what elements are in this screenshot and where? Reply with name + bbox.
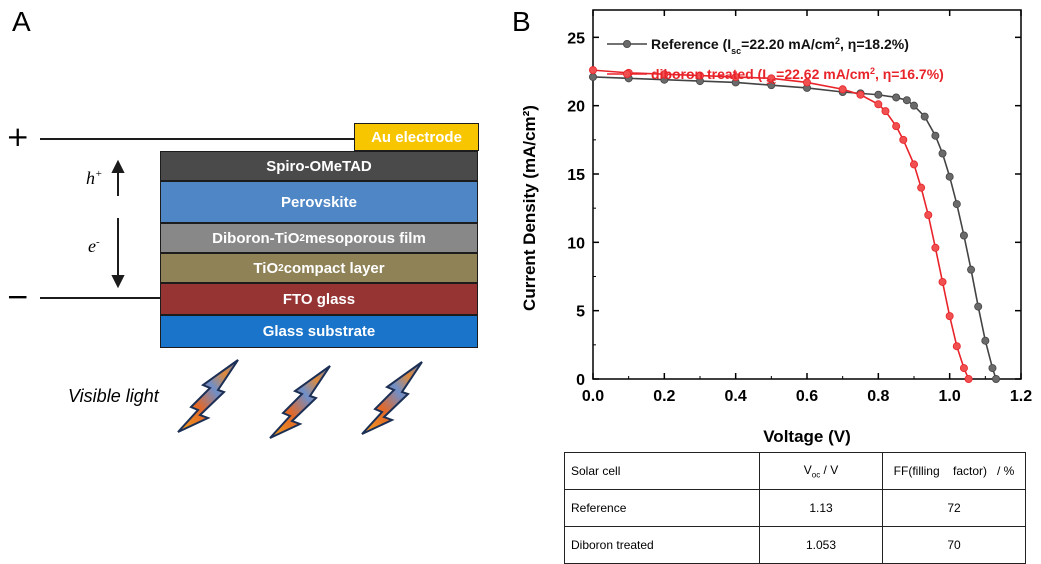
panel-a-label: A — [12, 6, 31, 37]
table-row: Diboron treated 1.053 70 — [564, 526, 1026, 564]
data-point — [981, 336, 990, 345]
data-point — [909, 101, 918, 110]
data-point — [838, 85, 847, 94]
data-point — [881, 107, 890, 116]
series-0 — [589, 72, 1001, 383]
electron-label: e- — [88, 236, 100, 256]
layer-mesoporous-film: Diboron-TiO 2 mesoporous film — [160, 223, 478, 253]
series-1 — [589, 66, 973, 383]
data-point — [931, 243, 940, 252]
x-tick-label: 0.8 — [867, 388, 889, 405]
y-tick-label: 5 — [576, 304, 585, 321]
row-name: Reference — [564, 489, 760, 527]
electron-arrow — [111, 218, 125, 289]
y-axis-title: Current Density (mA/cm²) — [520, 105, 539, 311]
layer-perovskite: Perovskite — [160, 181, 478, 223]
data-point — [731, 72, 740, 81]
y-tick-label: 0 — [576, 372, 585, 389]
y-tick-label: 10 — [567, 235, 585, 252]
x-tick-label: 0.4 — [725, 388, 747, 405]
data-point — [902, 96, 911, 105]
table-header-row: Solar cell Voc / V FF(filling factor) / … — [564, 452, 1026, 490]
data-point — [938, 277, 947, 286]
data-point — [660, 70, 669, 79]
row-voc: 1.13 — [759, 489, 883, 527]
panel-b-label: B — [512, 6, 531, 37]
data-point — [952, 200, 961, 209]
header-voc: Voc / V — [759, 452, 883, 490]
data-point — [945, 172, 954, 181]
data-point — [909, 160, 918, 169]
layer-au-electrode: Au electrode — [354, 123, 479, 151]
table-row: Reference 1.13 72 — [564, 489, 1026, 527]
y-tick-label: 20 — [567, 99, 585, 116]
data-point — [589, 66, 598, 75]
jv-curve-chart: 0.0 0.2 0.4 0.6 0.8 1.0 1.2 0 5 10 15 20 25 Referenc… — [520, 9, 1032, 446]
legend-label: Reference (Isc=22.20 mA/cm2, η=18.2%) — [651, 36, 909, 56]
data-point — [920, 112, 929, 121]
light-bolt-icon — [177, 359, 239, 433]
chart-legend: Reference (Isc=22.20 mA/cm2, η=18.2%) dib… — [607, 36, 944, 86]
row-ff: 72 — [882, 489, 1026, 527]
row-ff: 70 — [882, 526, 1026, 564]
series-line — [592, 76, 997, 380]
layer-fto-glass: FTO glass — [160, 283, 478, 315]
y-tick-label: 25 — [567, 30, 585, 47]
x-tick-label: 0.6 — [796, 388, 818, 405]
header-solar-cell: Solar cell — [564, 452, 760, 490]
legend-marker — [623, 70, 632, 79]
layer-spiro-ometad: Spiro-OMeTAD — [160, 151, 478, 181]
light-bolt-icon — [269, 365, 331, 439]
hole-label: h+ — [86, 168, 103, 188]
x-tick-label: 1.0 — [939, 388, 961, 405]
data-point — [767, 74, 776, 83]
data-point — [952, 342, 961, 351]
axis-ticks: 0.0 0.2 0.4 0.6 0.8 1.0 1.2 0 5 10 15 20 25 — [567, 10, 1032, 405]
data-point — [945, 312, 954, 321]
data-point — [892, 122, 901, 131]
series-layer — [589, 66, 1001, 383]
data-point — [959, 364, 968, 373]
light-bolt-icon — [361, 361, 423, 435]
data-point — [931, 131, 940, 140]
data-point — [988, 364, 997, 373]
hole-arrow — [111, 159, 125, 196]
series-line — [592, 69, 970, 380]
data-point — [967, 265, 976, 274]
x-tick-label: 0.2 — [653, 388, 675, 405]
x-axis-title: Voltage (V) — [763, 427, 851, 446]
data-point — [959, 231, 968, 240]
y-tick-label: 15 — [567, 167, 585, 184]
data-point — [589, 72, 598, 81]
row-name: Diboron treated — [564, 526, 760, 564]
data-point — [874, 100, 883, 109]
x-tick-label: 0.0 — [582, 388, 604, 405]
row-voc: 1.053 — [759, 526, 883, 564]
x-tick-label: 1.2 — [1010, 388, 1032, 405]
data-point — [802, 78, 811, 87]
visible-light-label: Visible light — [68, 386, 159, 406]
data-point — [974, 302, 983, 311]
data-point — [856, 90, 865, 99]
data-point — [695, 71, 704, 80]
legend-label: diboron treated (Isc=22.62 mA/cm2, η=16.… — [651, 66, 944, 86]
data-point — [992, 374, 1001, 383]
data-point — [964, 374, 973, 383]
layer-glass-substrate: Glass substrate — [160, 315, 478, 348]
data-point — [938, 149, 947, 158]
negative-symbol: − — [6, 280, 30, 313]
data-point — [924, 210, 933, 219]
legend-marker — [623, 40, 632, 49]
data-point — [892, 93, 901, 102]
positive-symbol: + — [6, 120, 30, 153]
data-point — [917, 183, 926, 192]
data-point — [899, 135, 908, 144]
data-point — [874, 90, 883, 99]
layer-compact: TiO 2 compact layer — [160, 253, 478, 283]
solar-cell-table: Solar cell Voc / V FF(filling factor) / … — [564, 452, 1026, 564]
header-ff: FF(filling factor) / % — [882, 452, 1026, 490]
light-bolts — [177, 359, 423, 439]
